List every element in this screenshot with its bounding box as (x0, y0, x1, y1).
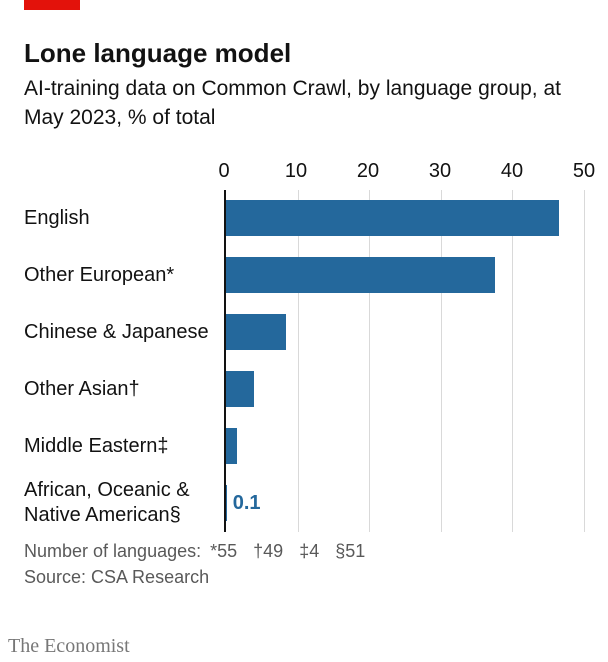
footnote-item: ‡4 (299, 541, 335, 561)
bar (226, 257, 495, 293)
bar-row (226, 361, 584, 418)
bar-label: African, Oceanic & Native American§ (24, 478, 224, 528)
bar-row (226, 190, 584, 247)
chart-card: Lone language model AI-training data on … (0, 0, 608, 627)
footnote-item: §51 (335, 541, 381, 561)
x-tick: 30 (429, 160, 451, 183)
bar-label: Other European* (24, 263, 224, 288)
x-tick: 20 (357, 160, 379, 183)
bar-label: Middle Eastern‡ (24, 434, 224, 459)
gridline (584, 190, 585, 532)
bar-row (226, 247, 584, 304)
bar-value-label: 0.1 (233, 492, 261, 515)
x-tick: 0 (218, 160, 229, 183)
brand-tab (24, 0, 80, 10)
bar-label: English (24, 206, 224, 231)
plot-region: English Other European* Chinese & Japanese… (24, 190, 584, 532)
bar (226, 485, 227, 521)
x-tick: 50 (573, 160, 595, 183)
bar-row (226, 304, 584, 361)
bar-row (226, 418, 584, 475)
bar-row: 0.1 (226, 475, 584, 532)
bar (226, 428, 237, 464)
bar (226, 314, 286, 350)
bar (226, 371, 254, 407)
chart-subtitle: AI-training data on Common Crawl, by lan… (24, 75, 584, 132)
x-tick: 10 (285, 160, 307, 183)
footnote: Number of languages: *55†49‡4§51 (24, 538, 584, 565)
x-tick: 40 (501, 160, 523, 183)
footnote-item: *55 (210, 541, 253, 561)
chart-title: Lone language model (24, 38, 584, 69)
chart: 01020304050 EnglishOther European*Chines… (24, 160, 584, 532)
footnote-item: †49 (253, 541, 299, 561)
bar-label: Other Asian† (24, 377, 224, 402)
footnote-prefix: Number of languages: (24, 541, 205, 561)
bar-label: Chinese & Japanese (24, 320, 224, 345)
x-axis: 01020304050 (24, 160, 584, 190)
source-line: Source: CSA Research (24, 567, 584, 588)
credit-line: The Economist (0, 627, 608, 658)
bar (226, 200, 559, 236)
